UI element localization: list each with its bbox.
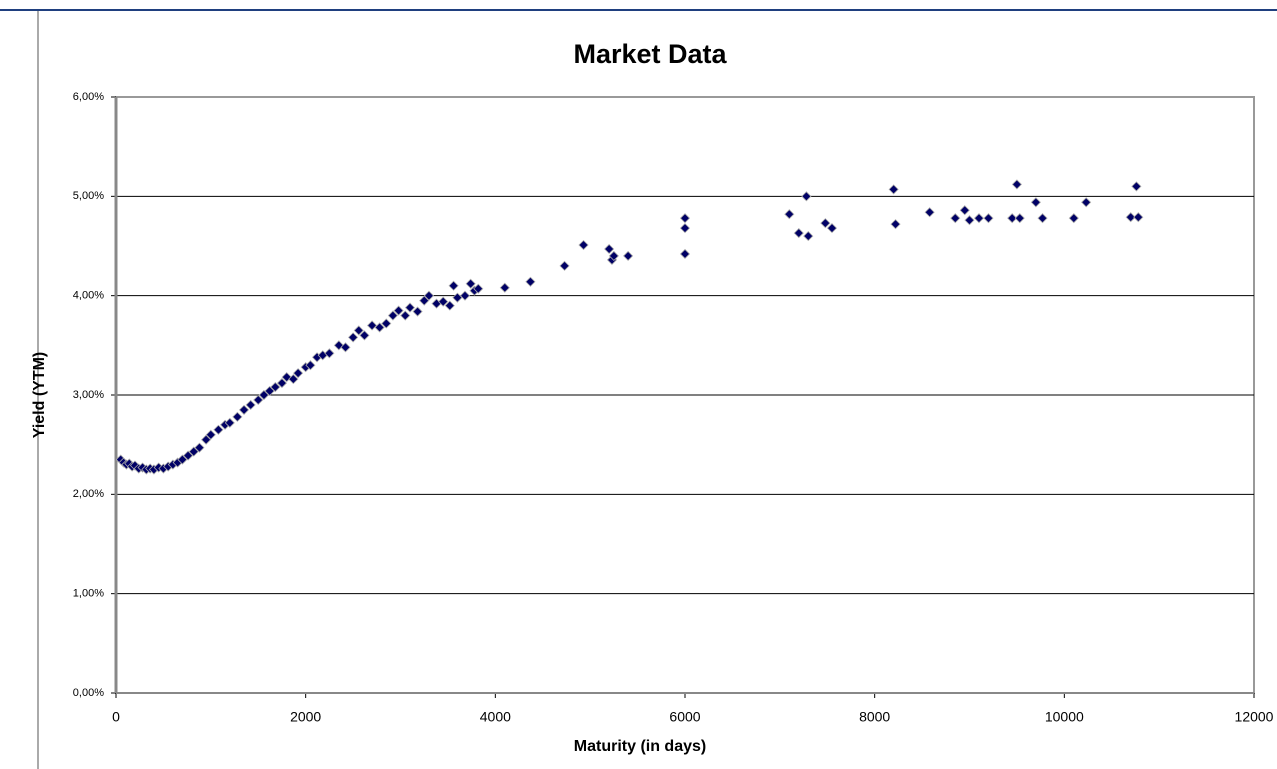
point	[419, 295, 430, 306]
point	[473, 283, 484, 294]
point	[293, 368, 304, 379]
point	[623, 250, 634, 261]
point	[183, 450, 194, 461]
point	[288, 374, 299, 385]
point	[679, 213, 691, 224]
point	[448, 280, 459, 291]
point	[801, 191, 812, 202]
point	[400, 310, 411, 321]
point	[245, 399, 256, 410]
point	[412, 306, 423, 317]
x-tick-label: 4000	[480, 709, 511, 725]
point	[1131, 181, 1142, 192]
point	[393, 305, 404, 316]
point	[1037, 213, 1048, 224]
x-axis-label: Maturity (in days)	[574, 738, 706, 755]
point	[324, 348, 335, 359]
point	[826, 223, 838, 234]
point	[1014, 213, 1025, 224]
point	[232, 411, 243, 422]
y-tick-label: 4,00%	[73, 290, 104, 302]
point	[258, 389, 270, 401]
point	[459, 290, 471, 301]
y-axis-label: Yield (YTM)	[31, 352, 48, 439]
chart-title: Market Data	[573, 39, 727, 69]
point	[924, 207, 935, 218]
point	[803, 231, 814, 242]
point	[224, 417, 235, 428]
point	[793, 228, 804, 239]
point	[238, 404, 250, 415]
y-tick-label: 1,00%	[73, 588, 104, 600]
point	[276, 378, 288, 389]
point	[964, 215, 975, 226]
point	[679, 248, 691, 260]
point	[340, 342, 351, 353]
point	[366, 320, 378, 331]
point	[129, 460, 141, 471]
point	[438, 296, 449, 307]
point	[305, 360, 316, 371]
point	[381, 318, 392, 329]
x-tick-label: 12000	[1235, 709, 1274, 725]
point	[959, 205, 970, 216]
point	[444, 300, 455, 311]
y-tick-label: 6,00%	[73, 91, 104, 103]
y-tick-label: 3,00%	[73, 389, 104, 401]
point	[213, 424, 224, 435]
point	[1011, 179, 1022, 190]
point	[608, 250, 619, 261]
point	[559, 260, 570, 271]
point	[1030, 197, 1041, 208]
x-tick-label: 10000	[1045, 709, 1084, 725]
point	[983, 213, 994, 224]
point	[499, 282, 510, 293]
point	[1068, 213, 1079, 224]
point	[205, 429, 216, 440]
point	[890, 219, 901, 230]
point	[201, 434, 212, 445]
x-tick-label: 2000	[290, 709, 321, 725]
point	[404, 302, 416, 313]
point	[604, 243, 615, 255]
point	[387, 310, 398, 321]
point	[950, 213, 961, 224]
x-tick-label: 8000	[859, 709, 890, 725]
point	[353, 325, 364, 336]
point	[264, 385, 275, 397]
point	[679, 223, 691, 234]
point	[465, 278, 476, 289]
point	[359, 330, 370, 341]
point	[1007, 213, 1018, 224]
point	[1125, 212, 1136, 223]
point	[1081, 197, 1092, 208]
y-tick-label: 2,00%	[73, 488, 104, 500]
point	[270, 381, 281, 393]
point	[253, 394, 264, 406]
point	[374, 322, 385, 333]
point	[820, 218, 831, 229]
y-tick-label: 0,00%	[73, 687, 104, 699]
point	[888, 184, 899, 195]
point	[177, 454, 188, 465]
x-tick-label: 0	[112, 709, 120, 725]
point	[188, 446, 199, 457]
point	[525, 276, 536, 287]
point	[452, 292, 463, 303]
point	[578, 239, 589, 251]
y-tick-label: 5,00%	[73, 190, 104, 202]
point	[784, 209, 795, 220]
point	[423, 290, 435, 301]
x-tick-label: 6000	[669, 709, 700, 725]
point	[194, 442, 205, 453]
point	[973, 213, 985, 224]
point	[1133, 212, 1144, 223]
point	[348, 332, 359, 343]
